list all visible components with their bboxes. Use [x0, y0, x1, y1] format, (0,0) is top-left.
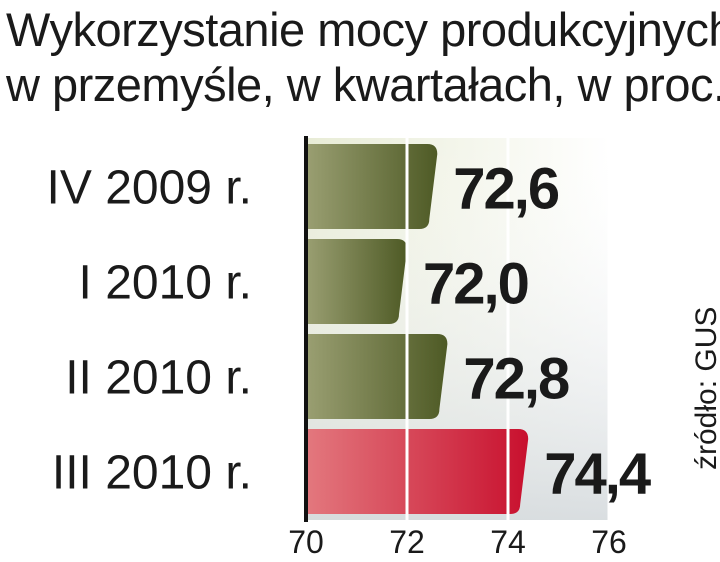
source-note: źródło: GUS	[690, 306, 720, 470]
x-tick-label-70: 70	[288, 524, 324, 560]
value-label-3: 74,4	[544, 442, 651, 507]
x-tick-label-72: 72	[389, 524, 425, 560]
chart-title-line-1: Wykorzystanie mocy produkcyjnych	[6, 3, 720, 56]
category-label-0: IV 2009 r.	[47, 162, 252, 215]
category-label-1: I 2010 r.	[79, 257, 252, 310]
chart-title: Wykorzystanie mocy produkcyjnych w przem…	[6, 2, 720, 112]
category-label-2: II 2010 r.	[65, 352, 252, 405]
value-label-1: 72,0	[423, 252, 528, 317]
bar-2	[306, 334, 448, 419]
bar-0	[306, 144, 438, 229]
chart-title-line-2: w przemyśle, w kwartałach, w proc.	[6, 58, 720, 111]
x-tick-label-76: 76	[591, 524, 627, 560]
category-label-3: III 2010 r.	[52, 447, 252, 500]
value-label-2: 72,8	[463, 347, 569, 412]
bar-1	[306, 239, 407, 324]
bar-3	[306, 429, 529, 514]
x-tick-label-74: 74	[490, 524, 526, 560]
value-label-0: 72,6	[453, 157, 559, 222]
